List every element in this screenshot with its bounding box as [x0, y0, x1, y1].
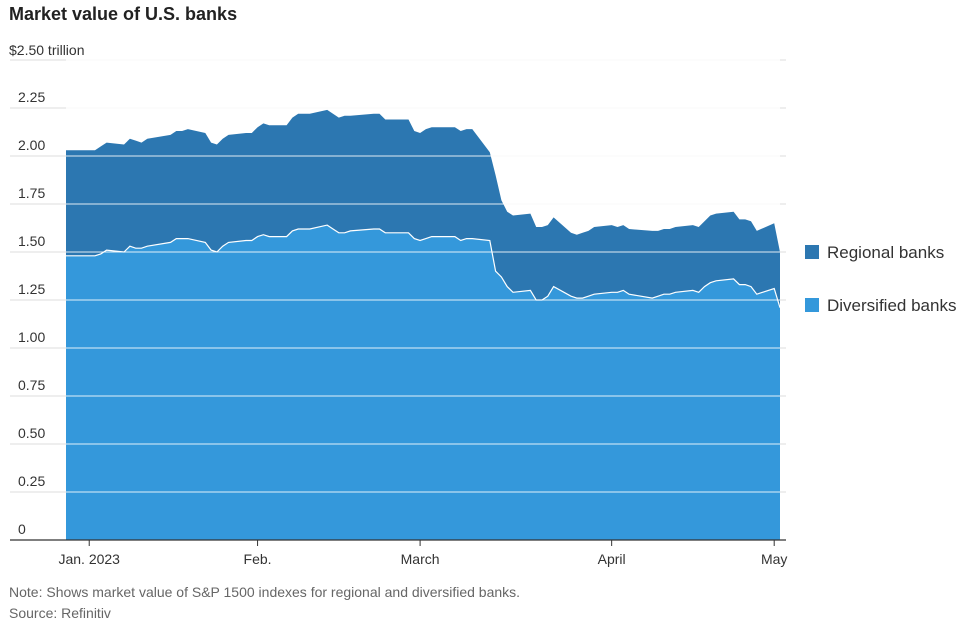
chart-source: Source: Refinitiv [9, 605, 111, 621]
y-tick-label: 2.25 [18, 89, 45, 105]
y-tick-label: 0.75 [18, 377, 45, 393]
stacked-area-chart: 0 0.25 0.50 0.75 1.00 1.25 1.50 1.75 2.00 2.25 Ja… [10, 59, 956, 567]
y-tick-label: 1.50 [18, 233, 45, 249]
series-line-diversified-banks [66, 224, 781, 308]
y-tick-label: 0.50 [18, 425, 45, 441]
x-tick-label: Jan. 2023 [58, 551, 120, 567]
x-tick-label: March [401, 551, 440, 567]
chart-title: Market value of U.S. banks [9, 4, 238, 24]
area-regional-banks [66, 109, 780, 308]
y-tick-labels: 0 0.25 0.50 0.75 1.00 1.25 1.50 1.75 2.00 2.25 [18, 89, 45, 537]
chart-note: Note: Shows market value of S&P 1500 ind… [9, 584, 521, 600]
legend-label: Diversified banks [827, 296, 956, 315]
legend: Regional banks Diversified banks [805, 243, 956, 315]
legend-label: Regional banks [827, 243, 944, 262]
y-tick-label: 0 [18, 521, 26, 537]
x-axis: Jan. 2023 Feb. March April May [10, 539, 787, 567]
y-tick-label: 0.25 [18, 473, 45, 489]
y-tick-label: 1.00 [18, 329, 45, 345]
x-tick-label: Feb. [244, 551, 272, 567]
y-tick-label: 1.75 [18, 185, 45, 201]
y-tick-label: 2.00 [18, 137, 45, 153]
area-layer [66, 59, 781, 540]
x-tick-label: May [761, 551, 787, 567]
x-tick-label: April [598, 551, 626, 567]
legend-swatch [805, 298, 819, 312]
y-tick-label: 1.25 [18, 281, 45, 297]
legend-swatch [805, 245, 819, 259]
area-diversified-banks [66, 225, 780, 540]
y-axis-unit-label: $2.50 trillion [9, 42, 85, 58]
